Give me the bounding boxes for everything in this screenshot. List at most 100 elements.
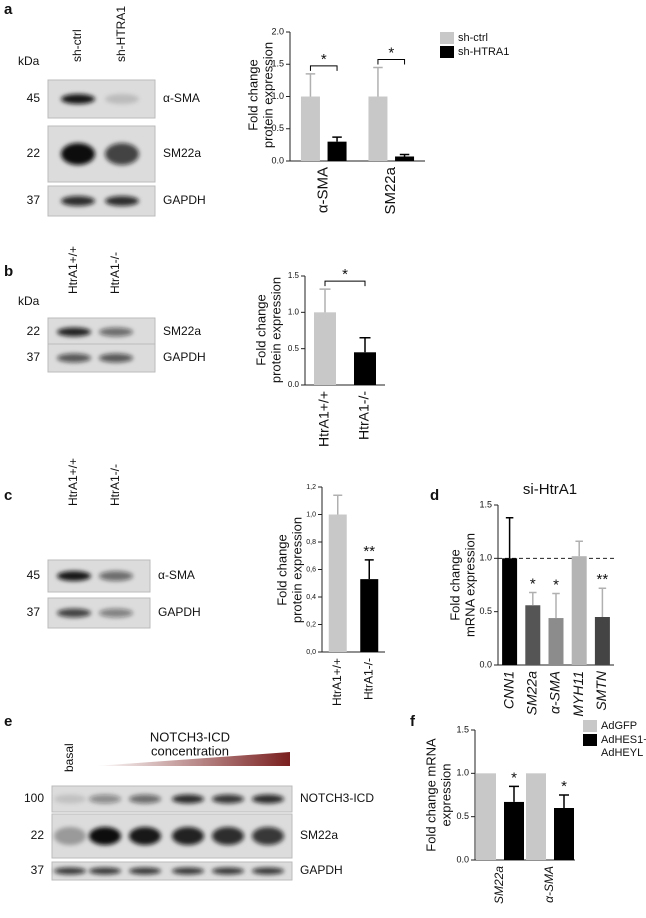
- band: [172, 827, 204, 845]
- error-bar: [505, 517, 514, 559]
- bar: [554, 808, 574, 860]
- protein-label: SM22a: [163, 146, 201, 160]
- significance-label: **: [363, 543, 375, 560]
- legend-label: sh-HTRA1: [458, 46, 509, 58]
- mw-label: 100: [24, 791, 44, 805]
- error-bar: [509, 785, 519, 802]
- band: [54, 827, 86, 845]
- lane-label: HtrA1-/-: [108, 464, 122, 506]
- chart: si-HtrA1 Fold change mRNA expression 0.0 0.5…: [447, 481, 614, 717]
- mw-label: 45: [27, 568, 41, 582]
- panel-label: d: [430, 487, 439, 504]
- error-bar: [598, 587, 607, 617]
- protein-label: GAPDH: [158, 605, 201, 619]
- significance-bracket: [377, 58, 406, 65]
- mw-label: 37: [27, 193, 41, 207]
- y-tick-label: 1.0: [288, 307, 300, 316]
- y-tick-label: 0.5: [456, 811, 469, 821]
- panel-label: f: [410, 713, 416, 730]
- band: [89, 827, 121, 845]
- y-tick-label: 0.0: [271, 155, 284, 165]
- y-tick-label: 1.5: [479, 499, 492, 509]
- x-tick-label: SM22a: [524, 671, 540, 716]
- bar: [526, 773, 546, 860]
- error-bar: [529, 591, 537, 606]
- bar: [548, 618, 564, 665]
- band: [99, 327, 133, 337]
- protein-label: NOTCH3-ICD: [300, 791, 374, 805]
- y-axis-label: expression: [438, 764, 453, 827]
- y-axis-label: Fold change: [245, 59, 260, 131]
- mw-label: 22: [31, 828, 45, 842]
- protein-label: GAPDH: [300, 863, 343, 877]
- legend-swatch: [583, 734, 597, 746]
- lane-label: sh-ctrl: [70, 29, 84, 62]
- protein-label: SM22a: [163, 324, 201, 338]
- lane-label: HtrA1+/+: [66, 246, 80, 294]
- y-tick-label: 1,0: [306, 511, 316, 518]
- bar: [300, 96, 320, 161]
- chart: Fold change mRNA expression 0.0 0.5 1.0 1.5 SM…: [423, 720, 646, 904]
- y-tick-label: 0,0: [306, 649, 316, 656]
- band: [89, 794, 121, 804]
- y-tick-label: 2.0: [271, 26, 284, 36]
- lane-label: sh-HTRA1: [114, 6, 128, 62]
- band: [61, 94, 95, 104]
- chart-title: si-HtrA1: [523, 481, 577, 498]
- y-tick-label: 0.5: [288, 344, 300, 353]
- bar: [328, 514, 347, 652]
- x-tick-label: α-SMA: [547, 671, 563, 714]
- y-tick-label: 0,8: [306, 539, 316, 546]
- band: [252, 794, 284, 804]
- band: [105, 143, 139, 165]
- protein-label: GAPDH: [163, 193, 206, 207]
- band: [212, 827, 244, 845]
- y-tick-label: 1.0: [271, 91, 284, 101]
- x-tick-label: HtrA1+/+: [330, 658, 344, 706]
- bar: [502, 558, 518, 665]
- concentration-wedge: [95, 752, 290, 766]
- band: [172, 794, 204, 804]
- x-tick-label: HtrA1-/-: [361, 658, 375, 700]
- error-bar: [333, 494, 343, 515]
- significance-label: *: [388, 44, 394, 61]
- band: [129, 827, 161, 845]
- significance-bracket: [324, 280, 366, 287]
- y-tick-label: 0.0: [456, 854, 469, 864]
- x-tick-label: α-SMA: [315, 167, 332, 213]
- protein-label: GAPDH: [163, 350, 206, 364]
- error-bar: [364, 559, 374, 580]
- bar: [571, 556, 587, 665]
- bar: [395, 156, 415, 161]
- band: [57, 608, 91, 618]
- treatment-label: NOTCH3-ICD: [150, 729, 230, 744]
- y-tick-label: 1.5: [288, 271, 300, 280]
- y-tick-label: 1.5: [456, 724, 469, 734]
- band: [252, 827, 284, 845]
- bar: [354, 352, 376, 385]
- mw-label: 37: [31, 863, 45, 877]
- bar: [504, 801, 524, 860]
- y-axis-label: Fold change: [447, 549, 462, 621]
- y-tick-label: 0,4: [306, 594, 316, 601]
- x-tick-label: SMTN: [593, 670, 609, 711]
- mw-label: 37: [27, 350, 41, 364]
- y-axis-label: protein expression: [289, 517, 304, 623]
- y-axis-label: protein expression: [260, 42, 275, 148]
- band: [212, 867, 244, 875]
- y-tick-label: 0.5: [479, 606, 492, 616]
- band: [99, 353, 133, 363]
- significance-label: *: [530, 575, 536, 592]
- error-bar: [373, 66, 383, 97]
- band: [252, 867, 284, 875]
- band: [129, 794, 161, 804]
- chart: Fold change protein expression 0,0 0,2 0,4 0,…: [274, 484, 385, 706]
- bar: [360, 579, 379, 652]
- band: [57, 327, 91, 337]
- error-bar: [575, 540, 583, 557]
- band: [99, 608, 133, 618]
- chart: Fold change protein expression 0.0 0.5 1.0 1.…: [253, 266, 385, 447]
- kda-label: kDa: [18, 54, 40, 68]
- mw-label: 45: [27, 91, 41, 105]
- significance-label: *: [561, 778, 567, 795]
